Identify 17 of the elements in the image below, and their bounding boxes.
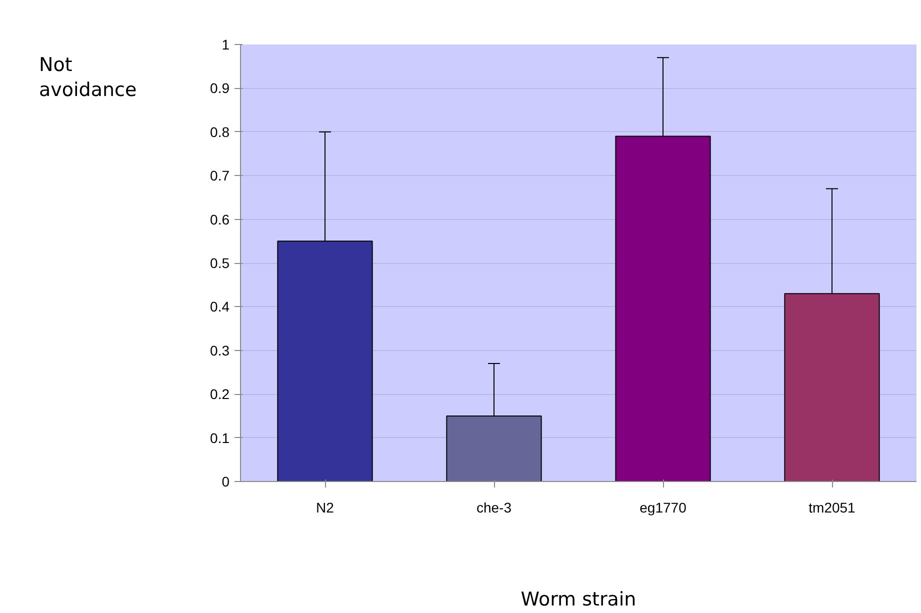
x-tick-label: tm2051 <box>808 500 856 516</box>
x-axis-title: Worm strain <box>520 588 636 610</box>
y-tick-label: 0.6 <box>210 211 230 228</box>
y-tick-label: 0.3 <box>210 342 230 358</box>
y-tick-label: 0.2 <box>210 386 230 402</box>
x-tick-label: eg1770 <box>640 500 687 516</box>
y-tick-label: 0.7 <box>210 168 230 184</box>
y-tick-label: 0.5 <box>210 255 230 271</box>
y-tick-label: 0.9 <box>210 80 230 96</box>
x-tick-label: che-3 <box>476 500 512 516</box>
y-axis-title: Not avoidance <box>39 53 138 102</box>
y-tick-label: 0 <box>222 474 230 490</box>
x-tick-label: N2 <box>316 500 334 516</box>
y-tick-label: 0.1 <box>210 430 230 446</box>
y-tick-label: 0.8 <box>210 124 230 140</box>
y-tick-label: 0.4 <box>210 298 230 315</box>
y-tick-label: 1 <box>222 36 230 52</box>
